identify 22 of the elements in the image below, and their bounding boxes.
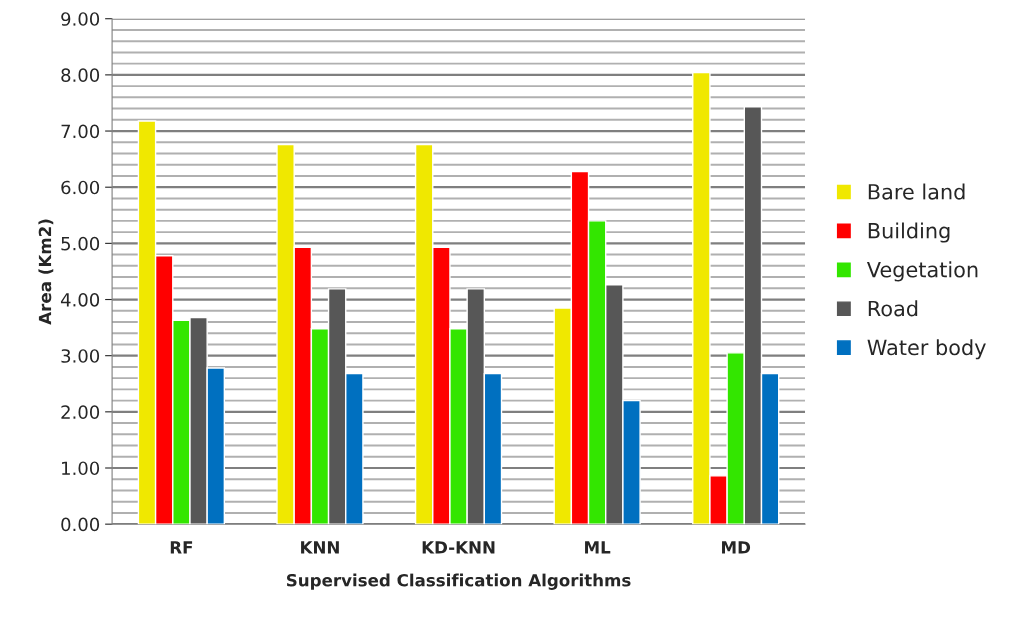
x-tick-label: RF [170,541,193,554]
x-tick-label: MD [722,541,751,554]
y-tick-label: 2.00 [61,405,100,419]
legend-label: Bare land [868,183,965,200]
y-tick-label: 5.00 [61,236,100,251]
legend-label: Water body [867,339,986,360]
legend-label: Road [868,300,918,317]
x-tick-label: KNN [301,541,339,554]
legend-label: Vegetation [866,261,978,282]
y-tick-label: 9.00 [61,12,100,26]
y-tick-label: 1.00 [62,461,100,476]
x-tick-label: KD-KNN [422,541,495,554]
y-tick-label: 3.00 [61,349,100,363]
y-tick-label: 7.00 [61,124,100,139]
y-axis-title: Area (Km2) [38,219,54,325]
y-tick-label: 8.00 [61,68,100,82]
y-tick-label: 4.00 [60,292,100,307]
x-axis-title: Supervised Classification Algorithms [286,573,631,590]
y-tick-label: 6.00 [61,180,100,195]
legend-label: Building [868,222,950,243]
x-tick-label: ML [585,541,611,554]
y-tick-label: 0.00 [61,517,100,532]
